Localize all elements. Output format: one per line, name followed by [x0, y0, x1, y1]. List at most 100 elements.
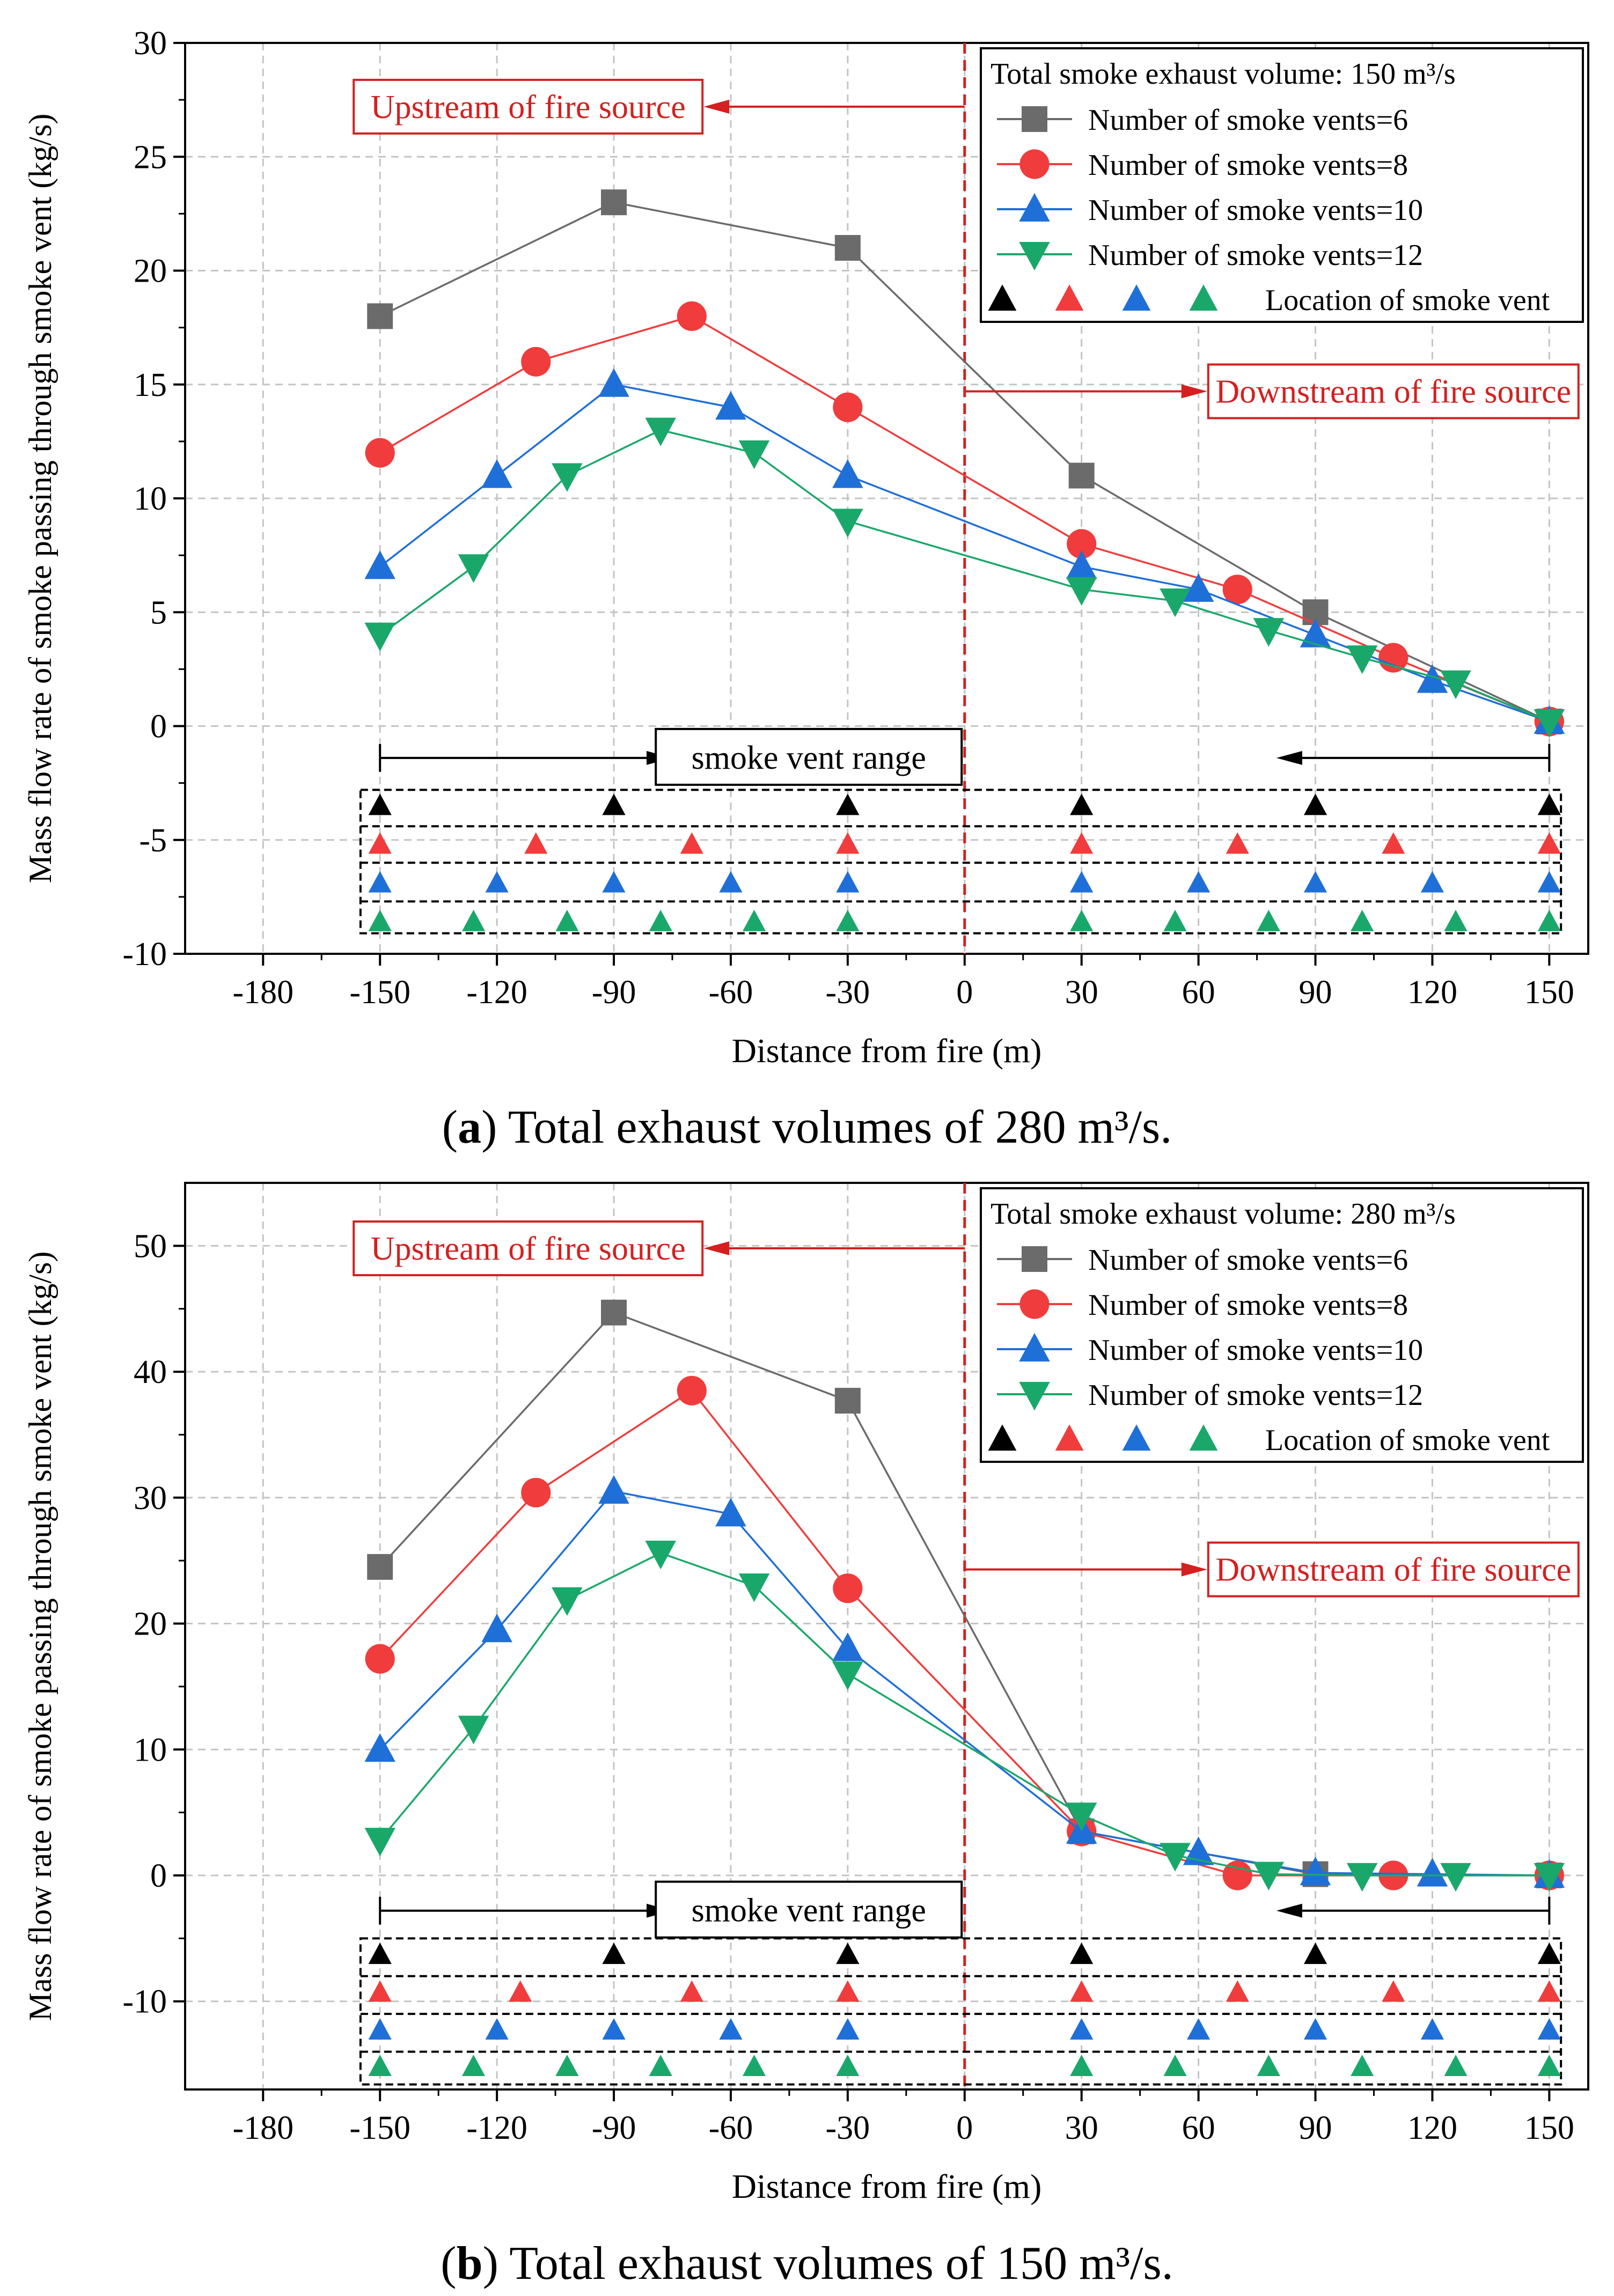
legend-label: Number of smoke vents=6 [1088, 104, 1408, 137]
legend-marker [1019, 149, 1050, 179]
vent-location-marker [1303, 2018, 1327, 2040]
range-right-arrowhead [1276, 1903, 1302, 1918]
upstream-label: Upstream of fire source [371, 89, 686, 126]
vent-location-marker [509, 1980, 532, 2002]
y-tick-label: 50 [134, 1228, 167, 1264]
data-point [521, 347, 551, 377]
vent-location-marker [1537, 1942, 1561, 1964]
vent-location-marker [836, 1980, 860, 2002]
data-point [1068, 462, 1095, 489]
data-point [1160, 588, 1191, 617]
vent-location-marker [1070, 2018, 1094, 2040]
data-point [598, 1475, 629, 1504]
legend-vent-marker [988, 284, 1017, 311]
vent-location-marker [602, 871, 626, 893]
data-point [833, 392, 863, 422]
legend-title: Total smoke exhaust volume: 280 m³/s [991, 1197, 1456, 1231]
vent-location-marker [836, 871, 860, 893]
data-point [521, 1477, 551, 1508]
data-point [1066, 1802, 1097, 1831]
caption-a-letter: a [458, 1101, 481, 1153]
vent-location-marker [368, 832, 392, 854]
smoke-vent-range-label: smoke vent range [692, 740, 926, 776]
x-tick-label: 0 [956, 2110, 973, 2146]
vent-location-marker [485, 871, 509, 893]
vent-location-marker [742, 2055, 766, 2077]
smoke-vent-range-box [655, 727, 963, 786]
data-point [1440, 1863, 1471, 1892]
data-point [1534, 1863, 1565, 1892]
legend-vent-marker [1189, 1424, 1218, 1451]
y-tick-label: 40 [134, 1354, 167, 1390]
vent-location-marker [1303, 871, 1327, 893]
data-point [832, 1661, 863, 1690]
legend-vent-marker [1055, 1424, 1084, 1451]
caption-b: (b) Total exhaust volumes of 150 m³/s. [441, 2238, 1173, 2290]
vent-location-marker [836, 1942, 860, 1964]
x-tick-label: 0 [956, 974, 973, 1011]
data-point [677, 301, 707, 332]
data-point [1066, 550, 1097, 579]
range-right-arrowhead [1276, 750, 1302, 765]
legend-title: Total smoke exhaust volume: 150 m³/s [991, 57, 1456, 91]
data-point [1253, 618, 1285, 647]
vent-location-marker [1444, 909, 1468, 931]
vent-location-marker [1537, 909, 1561, 931]
vent-location-marker [461, 909, 486, 931]
data-point [1346, 645, 1378, 674]
data-point [715, 1498, 746, 1527]
data-point [458, 1716, 489, 1745]
data-point [832, 509, 863, 538]
vent-location-marker [1163, 2055, 1187, 2077]
data-point [367, 1554, 393, 1580]
series-line [379, 429, 1550, 723]
vent-location-marker [368, 1942, 392, 1964]
downstream-arrowhead [1181, 384, 1207, 399]
vent-location-marker [1070, 2055, 1094, 2077]
vent-location-marker [368, 793, 392, 815]
data-point [833, 1573, 863, 1603]
legend-label: Number of smoke vents=8 [1088, 1289, 1408, 1322]
data-point [832, 1632, 863, 1661]
data-point [1066, 577, 1097, 606]
vent-location-marker [602, 1942, 626, 1964]
smoke-vent-range-arrows: smoke vent range [379, 1880, 1551, 1939]
smoke-vent-range-box [655, 1880, 963, 1939]
smoke-vent-range-arrows: smoke vent range [379, 727, 1551, 786]
legend-marker [1019, 1289, 1050, 1319]
data-point [601, 189, 627, 216]
data-point [364, 550, 395, 579]
y-tick-label: 20 [134, 1606, 167, 1643]
x-tick-label: -30 [826, 974, 870, 1011]
x-tick-label: 60 [1182, 2110, 1215, 2146]
x-tick-label: 60 [1182, 974, 1215, 1011]
vent-location-marker [836, 909, 860, 931]
downstream-label: Downstream of fire source [1215, 1552, 1571, 1588]
legend-marker [1022, 106, 1047, 132]
caption-b-text: ) Total exhaust volumes of 150 m³/s. [483, 2238, 1173, 2290]
vent-location-marker [1257, 2055, 1280, 2077]
x-tick-label: 150 [1524, 974, 1574, 1011]
vent-location-marker [836, 2018, 860, 2040]
data-point [364, 1733, 395, 1762]
x-tick-label: -150 [349, 2110, 410, 2146]
legend-vent-marker [1055, 284, 1084, 311]
vent-location-marker [719, 2018, 743, 2040]
data-point [552, 463, 583, 492]
legend-label: Number of smoke vents=12 [1088, 1379, 1423, 1412]
x-axis-label: Distance from fire (m) [732, 2167, 1042, 2205]
legend-marker [1019, 1381, 1050, 1411]
vent-location-marker [1070, 832, 1094, 854]
data-point [1222, 1860, 1252, 1890]
vent-location-marker [1420, 2018, 1444, 2040]
x-tick-label: -90 [592, 974, 636, 1011]
vent-location-marker [1070, 1942, 1094, 1964]
vent-location-marker [1303, 1942, 1327, 1964]
upstream-callout: Upstream of fire source [353, 78, 965, 135]
vent-location-marker [742, 909, 766, 931]
vent-location-marker [1257, 909, 1280, 931]
y-tick-label: 10 [134, 481, 167, 517]
data-point [1222, 575, 1252, 605]
data-point [834, 235, 861, 261]
data-point [601, 1299, 627, 1326]
